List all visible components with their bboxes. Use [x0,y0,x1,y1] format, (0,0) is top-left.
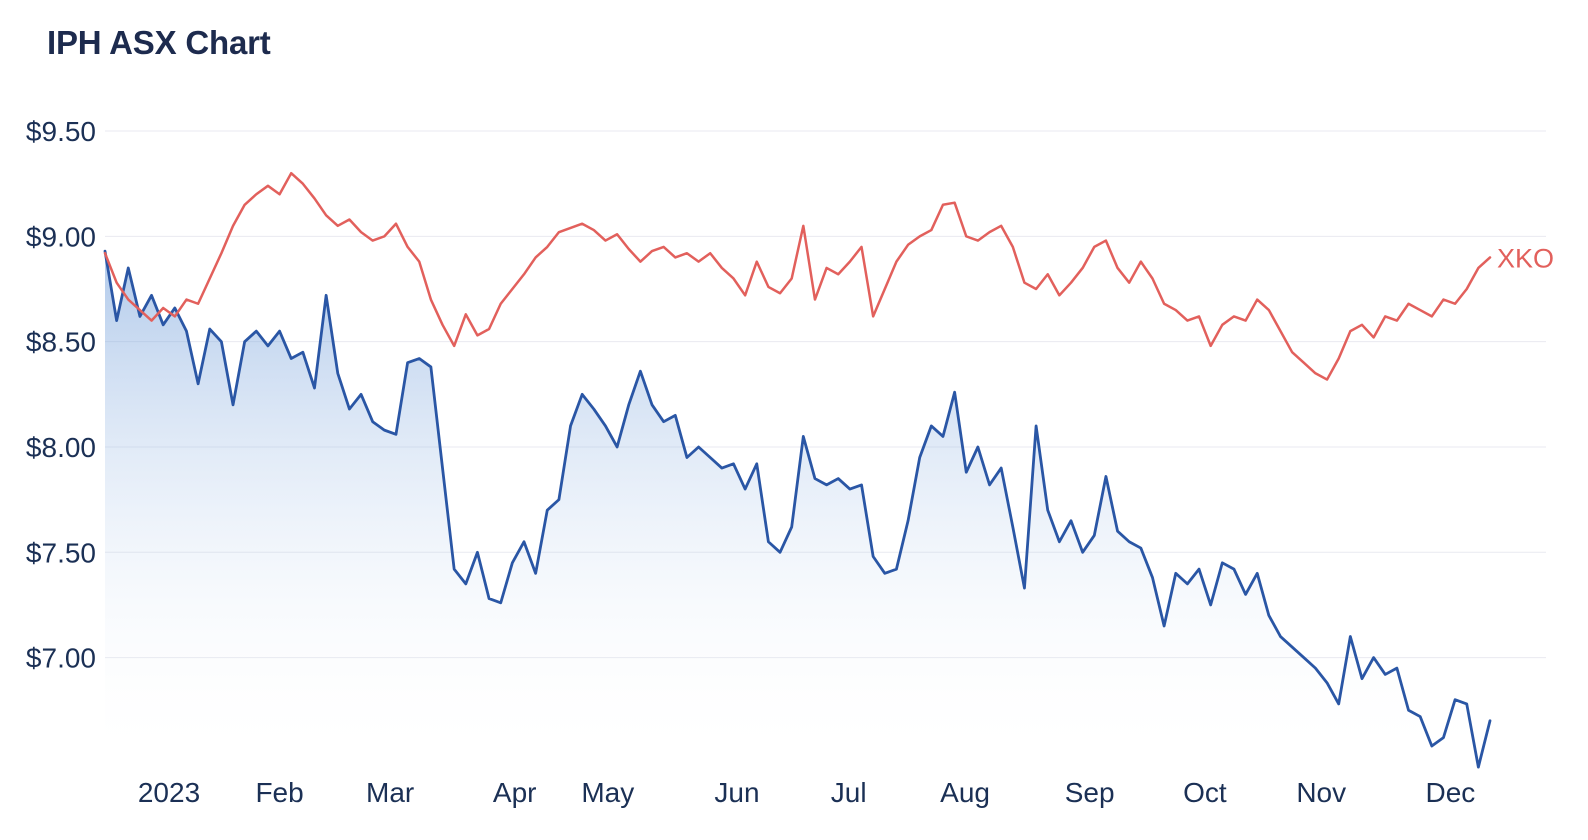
x-tick-label: Dec [1426,777,1476,808]
x-tick-label: Feb [255,777,303,808]
iph-area-fill [105,251,1490,768]
x-tick-label: Mar [366,777,414,808]
x-tick-label: May [581,777,634,808]
x-axis-labels: 2023 Feb Mar Apr May Jun Jul Aug Sep Oct Nov Dec [138,777,1475,808]
x-tick-label: Oct [1183,777,1227,808]
x-tick-label: Apr [493,777,537,808]
chart-title: IPH ASX Chart [47,24,271,61]
iph-price-line[interactable] [103,249,1492,769]
x-tick-label: Jun [714,777,759,808]
xko-index-line[interactable] [103,171,1492,381]
x-tick-label: Jul [831,777,867,808]
x-tick-label: Aug [940,777,990,808]
y-tick-label: $7.00 [26,643,96,674]
y-tick-label: $8.50 [26,327,96,358]
x-tick-label: Nov [1296,777,1346,808]
xko-series-label: XKO [1497,243,1554,273]
y-tick-label: $8.00 [26,432,96,463]
y-tick-label: $9.50 [26,116,96,147]
x-tick-label: Sep [1065,777,1115,808]
y-tick-label: $9.00 [26,221,96,252]
y-axis-labels: $9.50 $9.00 $8.50 $8.00 $7.50 $7.00 [26,116,96,674]
y-tick-label: $7.50 [26,537,96,568]
x-tick-label: 2023 [138,777,200,808]
